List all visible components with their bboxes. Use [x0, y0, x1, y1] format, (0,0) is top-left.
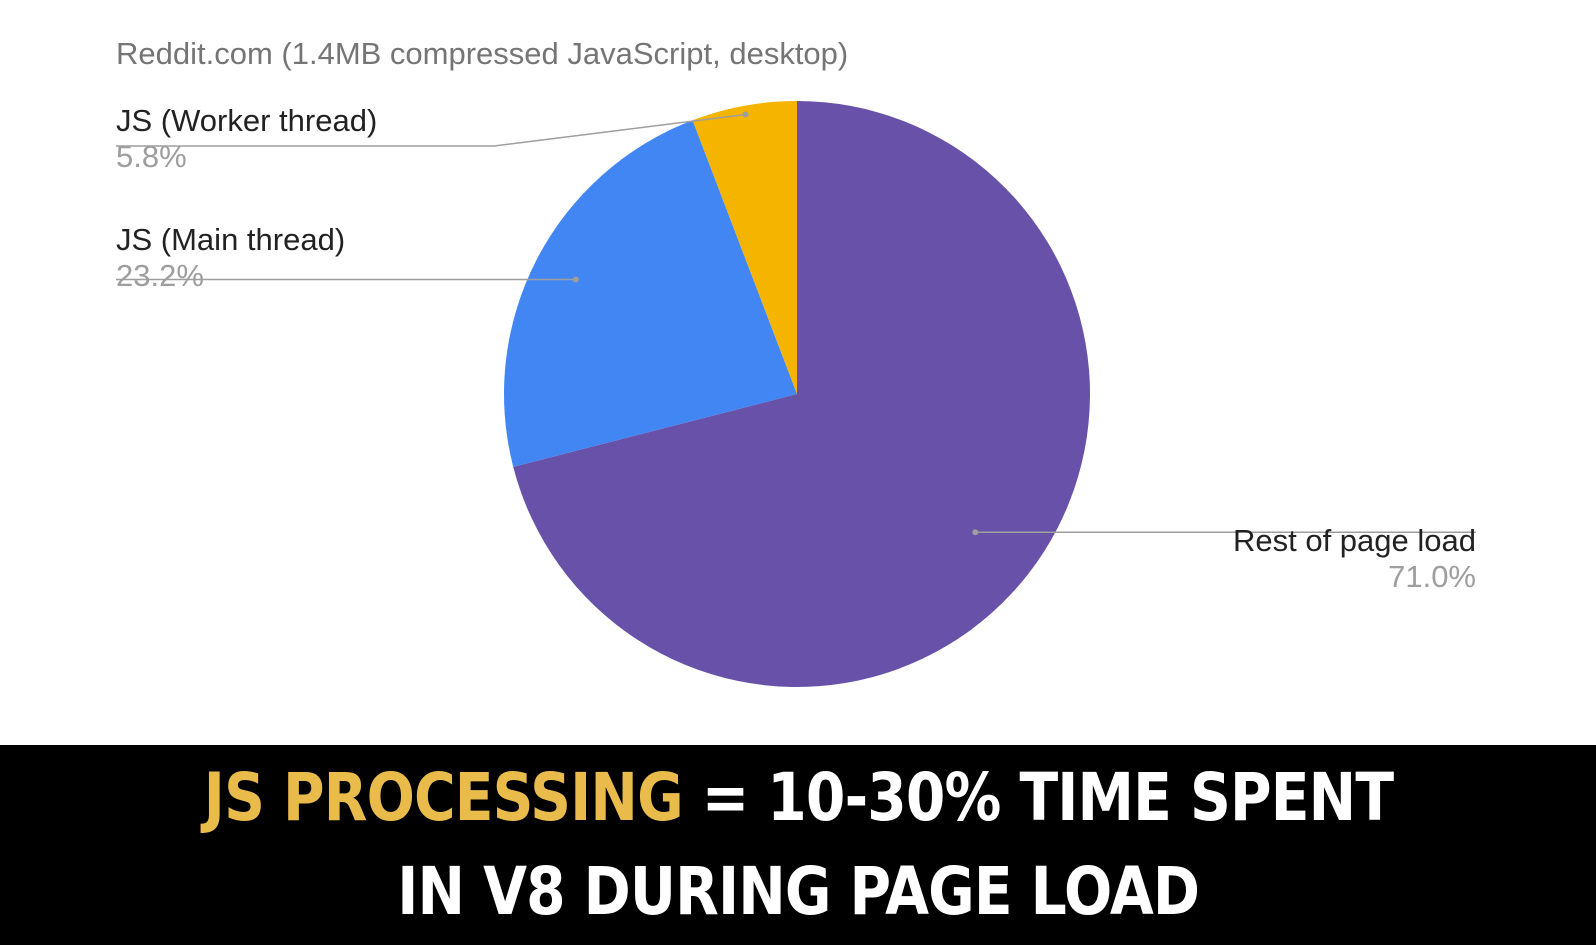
leader-dot-js-main-thread — [572, 276, 579, 283]
slice-label-worker-thread: JS (Worker thread) 5.8% — [116, 103, 377, 175]
pie-slice-js-worker-thread — [692, 101, 797, 394]
slice-label-main-thread: JS (Main thread) 23.2% — [116, 222, 345, 294]
leader-dot-js-worker-thread — [742, 111, 749, 118]
slice-label-rest-of-page-load: Rest of page load 71.0% — [1233, 523, 1476, 595]
slice-label-name: JS (Main thread) — [116, 222, 346, 257]
headline-line-1: JS PROCESSING = 10-30% TIME SPENT — [203, 751, 1393, 845]
pie-chart — [116, 101, 1476, 688]
pie-slice-js-main-thread — [504, 120, 797, 467]
slice-label-percent: 23.2% — [116, 258, 204, 293]
leader-line-js-worker-thread — [116, 113, 746, 147]
slice-label-percent: 71.0% — [1388, 559, 1476, 594]
headline-banner: JS PROCESSING = 10-30% TIME SPENT IN V8 … — [0, 745, 1596, 945]
headline-line-1-text: = 10-30% TIME SPENT — [682, 759, 1393, 836]
slice-label-name: Rest of page load — [1232, 523, 1476, 558]
slice-label-percent: 5.8% — [116, 139, 187, 174]
headline-highlight: JS PROCESSING — [203, 759, 683, 836]
leader-dot-rest-of-page-load — [972, 529, 979, 536]
pie-slice-rest-of-page-load — [513, 101, 1091, 688]
chart-title: Reddit.com (1.4MB compressed JavaScript,… — [116, 36, 849, 71]
headline-line-2: IN V8 DURING PAGE LOAD — [397, 853, 1200, 930]
slice-label-name: JS (Worker thread) — [116, 103, 378, 138]
